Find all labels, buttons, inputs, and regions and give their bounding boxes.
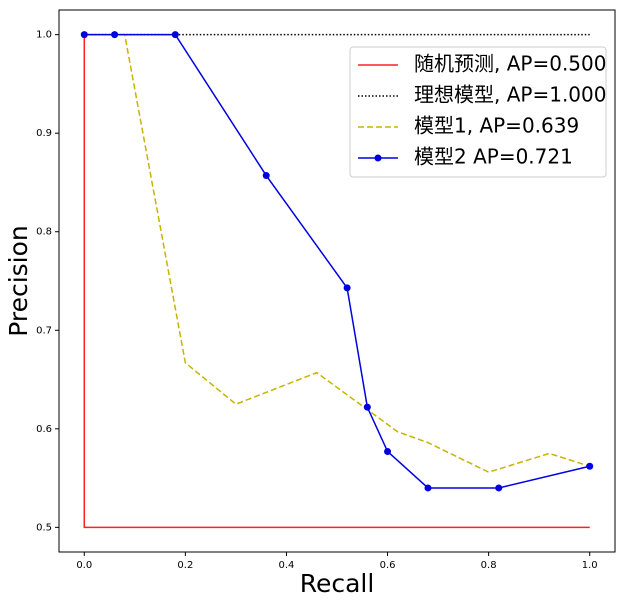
legend-frame <box>349 46 607 178</box>
x-axis-label: Recall <box>300 569 375 598</box>
legend-label: 理想模型, AP=1.000 <box>414 83 606 107</box>
series-marker <box>363 403 371 411</box>
legend-label: 随机预测, AP=0.500 <box>414 52 606 76</box>
series-line <box>83 34 590 529</box>
legend-label: 模型2 AP=0.721 <box>414 145 573 169</box>
x-tick-label: 1.0 <box>582 560 598 571</box>
legend-label: 模型1, AP=0.639 <box>414 114 579 138</box>
series-marker <box>424 484 432 492</box>
x-tick-label: 0.4 <box>279 560 295 571</box>
series-line <box>84 33 590 473</box>
x-tick-label: 0.6 <box>380 560 396 571</box>
plot-frame <box>58 9 616 553</box>
y-tick-label: 0.9 <box>36 128 52 139</box>
x-tick-label: 0.8 <box>481 560 497 571</box>
y-axis-label: Precision <box>4 225 33 337</box>
y-tick-label: 0.7 <box>36 325 52 336</box>
y-tick-label: 0.8 <box>36 227 52 238</box>
x-tick-label: 0.2 <box>177 560 193 571</box>
x-tick-label: 0.0 <box>76 560 92 571</box>
y-tick-label: 1.0 <box>36 30 52 41</box>
series-marker <box>384 447 392 455</box>
y-tick-label: 0.5 <box>36 522 52 533</box>
series-marker <box>80 31 88 39</box>
series-marker <box>262 172 270 180</box>
series-marker <box>586 462 594 470</box>
legend-marker <box>374 154 382 162</box>
series-line <box>84 33 590 489</box>
series-marker <box>343 284 351 292</box>
y-tick-label: 0.6 <box>36 424 52 435</box>
legend: 随机预测, AP=0.500 理想模型, AP=1.000 模型1, AP=0.63… <box>349 46 607 178</box>
series-marker <box>111 31 119 39</box>
series-marker <box>495 484 503 492</box>
series-marker <box>171 31 179 39</box>
